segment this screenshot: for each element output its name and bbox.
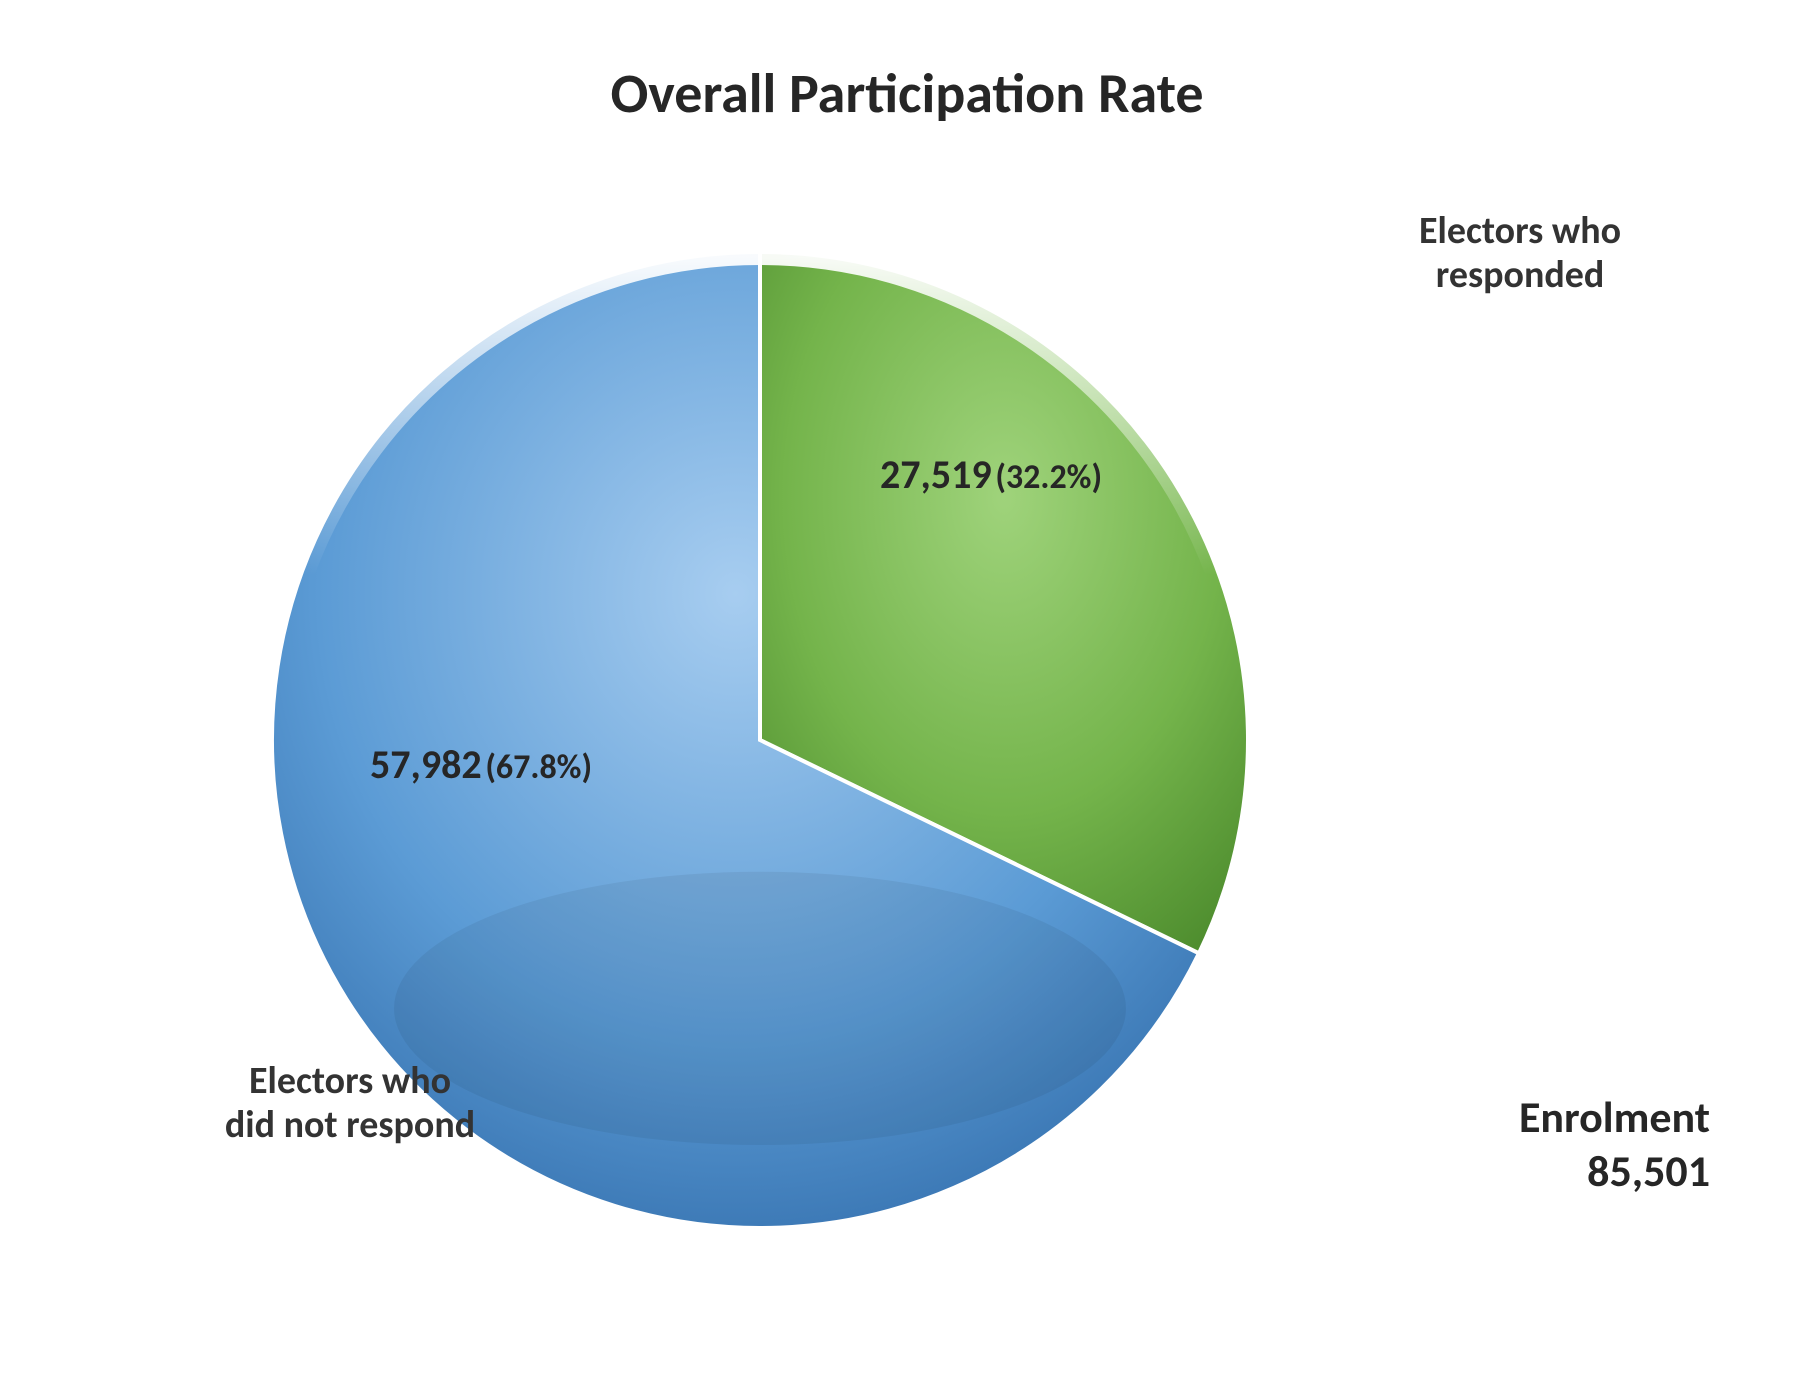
label-not-responded-line2: did not respond: [225, 1102, 475, 1148]
chart-title: Overall Participation Rate: [0, 60, 1814, 128]
label-responded: Electors who responded: [1310, 210, 1730, 297]
datalabel-responded-pct: (32.2%): [995, 457, 1102, 498]
label-responded-line2: responded: [1436, 252, 1605, 298]
label-not-responded-line1: Electors who: [249, 1058, 451, 1104]
datalabel-not-responded: 57,982 (67.8%): [370, 740, 592, 789]
datalabel-not-responded-count: 57,982: [370, 740, 482, 789]
datalabel-not-responded-pct: (67.8%): [485, 747, 592, 788]
participation-pie-chart: Overall Participation Rate Electors who …: [0, 0, 1814, 1375]
label-not-responded: Electors who did not respond: [140, 1060, 560, 1147]
enrolment-label: Enrolment: [1330, 1090, 1710, 1144]
enrolment-value: 85,501: [1330, 1144, 1710, 1198]
label-responded-line1: Electors who: [1419, 208, 1621, 254]
datalabel-responded: 27,519 (32.2%): [880, 450, 1102, 499]
enrolment-block: Enrolment 85,501: [1330, 1090, 1710, 1198]
datalabel-responded-count: 27,519: [880, 450, 992, 499]
